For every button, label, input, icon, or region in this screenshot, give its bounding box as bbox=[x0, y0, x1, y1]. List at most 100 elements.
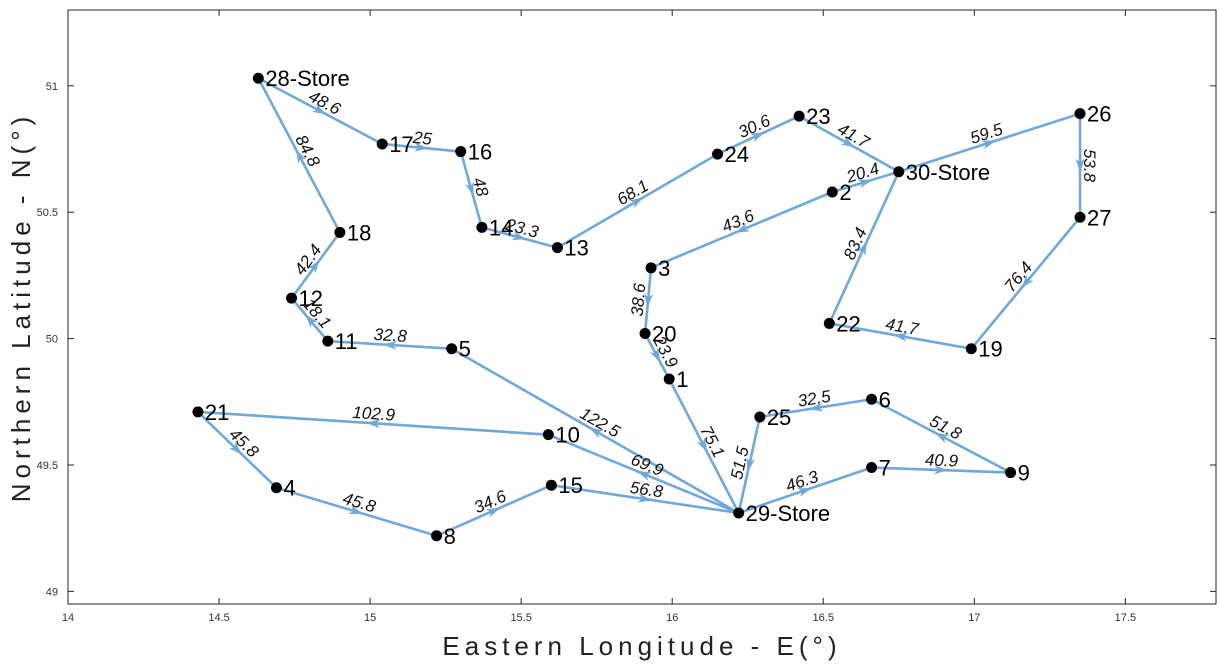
y-axis-label: Northern Latitude - N(°) bbox=[6, 112, 36, 503]
node-label: 8 bbox=[444, 524, 456, 549]
edge-distance-label: 32.8 bbox=[373, 325, 408, 346]
route-node bbox=[252, 72, 264, 84]
route-arrow bbox=[1075, 158, 1085, 173]
y-tick-label: 50 bbox=[46, 334, 58, 346]
route-node bbox=[192, 406, 204, 418]
x-tick-label: 17.5 bbox=[1115, 612, 1136, 624]
edge-distance-label: 48 bbox=[469, 175, 493, 199]
route-arrow bbox=[312, 103, 327, 115]
route-arrow bbox=[305, 314, 318, 328]
route-node bbox=[431, 530, 443, 542]
route-arrow bbox=[637, 471, 652, 481]
route-arrow bbox=[857, 179, 873, 189]
route-arrow bbox=[981, 140, 997, 150]
route-arrow bbox=[746, 457, 756, 472]
edge-distance-label: 38.6 bbox=[628, 282, 650, 317]
node-label: 28-Store bbox=[265, 66, 349, 91]
node-label: 26 bbox=[1087, 102, 1111, 127]
x-tick-label: 14.5 bbox=[208, 612, 229, 624]
node-label: 19 bbox=[978, 337, 1002, 362]
route-node bbox=[545, 479, 557, 491]
x-tick-label: 16 bbox=[666, 612, 678, 624]
node-label: 21 bbox=[205, 400, 229, 425]
route-node bbox=[639, 328, 651, 340]
node-label: 5 bbox=[459, 337, 471, 362]
route-node bbox=[793, 110, 805, 122]
route-node bbox=[1074, 211, 1086, 223]
route-arrow bbox=[414, 142, 429, 152]
route-arrow bbox=[1021, 274, 1034, 289]
y-tick-label: 49.5 bbox=[37, 460, 58, 472]
route-arrow bbox=[934, 432, 950, 444]
route-node bbox=[446, 343, 458, 355]
route-node-labels: 1234567891011121314151617181920212223242… bbox=[205, 66, 1112, 549]
route-arrow bbox=[485, 507, 501, 518]
edge-distance-label: 102.9 bbox=[352, 403, 396, 425]
route-arrow bbox=[465, 181, 474, 197]
y-tick-label: 49 bbox=[46, 586, 58, 598]
route-arrow bbox=[229, 441, 243, 455]
node-label: 1 bbox=[676, 367, 688, 392]
node-label: 14 bbox=[489, 215, 513, 240]
node-label: 20 bbox=[652, 322, 676, 347]
route-arrow bbox=[857, 241, 867, 256]
node-label: 22 bbox=[836, 311, 860, 336]
node-label: 18 bbox=[347, 220, 371, 245]
route-node bbox=[866, 462, 878, 474]
route-node bbox=[733, 507, 745, 519]
route-node bbox=[1005, 467, 1017, 479]
x-tick-label: 17 bbox=[968, 612, 980, 624]
route-arrow bbox=[629, 197, 644, 209]
route-node bbox=[322, 335, 334, 347]
node-label: 27 bbox=[1087, 205, 1111, 230]
route-node bbox=[754, 411, 766, 423]
node-label: 2 bbox=[839, 180, 851, 205]
route-node bbox=[551, 242, 563, 254]
route-arrow bbox=[933, 465, 949, 475]
x-tick-label: 16.5 bbox=[813, 612, 834, 624]
edge-distance-label: 40.9 bbox=[925, 450, 959, 470]
node-label: 24 bbox=[725, 142, 749, 167]
route-arrow bbox=[808, 402, 824, 412]
route-arrow bbox=[511, 231, 527, 240]
route-node bbox=[542, 429, 554, 441]
route-node bbox=[893, 166, 905, 178]
route-node bbox=[823, 317, 835, 329]
route-arrow bbox=[649, 348, 661, 363]
route-arrow bbox=[589, 427, 604, 439]
node-label: 3 bbox=[658, 256, 670, 281]
route-arrow bbox=[308, 259, 320, 274]
x-tick-label: 15 bbox=[364, 612, 376, 624]
route-node bbox=[476, 221, 488, 233]
route-arrow bbox=[797, 488, 812, 497]
node-label: 17 bbox=[389, 132, 413, 157]
node-label: 11 bbox=[335, 329, 358, 354]
edge-distance-label: 25 bbox=[411, 128, 433, 149]
route-arrows bbox=[229, 103, 1085, 518]
y-tick-label: 50.5 bbox=[37, 207, 58, 219]
route-node bbox=[334, 226, 346, 238]
route-node bbox=[826, 186, 838, 198]
plot-area bbox=[67, 9, 1217, 605]
route-arrow bbox=[696, 437, 708, 453]
node-label: 9 bbox=[1018, 461, 1030, 486]
edge-distance-label: 56.8 bbox=[629, 478, 665, 502]
node-label: 4 bbox=[283, 476, 295, 501]
route-node bbox=[965, 343, 977, 355]
node-label: 15 bbox=[558, 473, 582, 498]
x-tick-label: 15.5 bbox=[510, 612, 531, 624]
route-arrow bbox=[750, 132, 765, 143]
route-arrow bbox=[382, 340, 397, 350]
node-label: 12 bbox=[299, 286, 323, 311]
route-node bbox=[270, 482, 282, 494]
route-node bbox=[866, 393, 878, 405]
route-arrow bbox=[348, 505, 364, 514]
edge-distance-label: 53.8 bbox=[1080, 149, 1099, 183]
route-node bbox=[1074, 108, 1086, 120]
route-arrow bbox=[644, 293, 654, 308]
route-arrow bbox=[637, 493, 652, 503]
route-node bbox=[376, 138, 388, 150]
route-arrow bbox=[893, 332, 908, 342]
